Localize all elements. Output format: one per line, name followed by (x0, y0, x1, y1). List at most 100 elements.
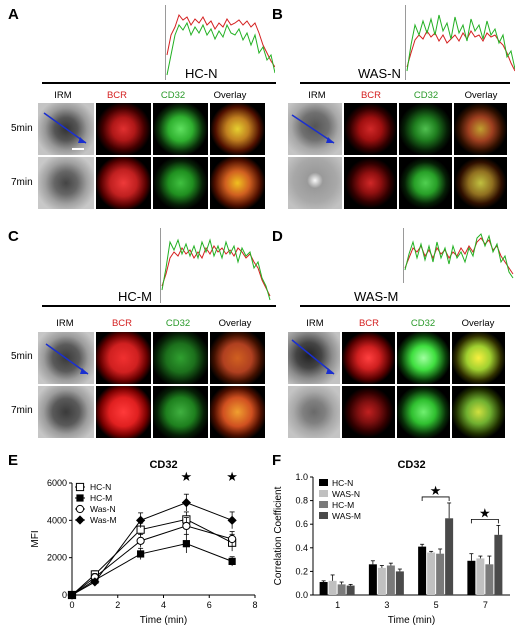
heading-rule (300, 305, 510, 307)
x-tick-label: 8 (252, 600, 257, 610)
bar-HC-M (337, 584, 346, 595)
bar-WAS-N (476, 558, 485, 595)
bar-HC-M (436, 553, 445, 595)
data-point (136, 536, 145, 545)
channel-header-bcr: BCR (111, 318, 133, 329)
bar-HC-M (485, 564, 494, 595)
heading-rule (42, 82, 276, 84)
chart-title: CD32 (397, 459, 425, 471)
channel-header-cd32: CD32 (160, 90, 186, 101)
data-point (227, 515, 237, 525)
heading-rule (300, 82, 510, 84)
profile-plot-c (160, 228, 271, 303)
channel-header-cd32: CD32 (410, 318, 436, 329)
data-point (137, 550, 145, 558)
bar-WAS-M (346, 585, 355, 595)
micrograph-bcr (96, 332, 151, 384)
data-point (182, 540, 190, 548)
data-point (228, 534, 237, 544)
micrograph-irm (38, 157, 94, 209)
legend-swatch (319, 512, 328, 519)
time-label-5min: 5min (11, 123, 33, 134)
micrograph-cd32 (153, 157, 208, 209)
data-point (75, 482, 85, 492)
data-point (182, 521, 191, 531)
series-HC-M (68, 533, 236, 599)
channel-header-irm: IRM (54, 90, 72, 101)
bar-chart-f: CD32 0.0 0.2 0.4 0.6 0.8 1.0 1 3 5 7 Time (min) Corr… (273, 459, 510, 626)
micrograph-irm (288, 386, 340, 438)
channel-header-overlay: Overlay (461, 318, 495, 329)
channel-header-cd32: CD32 (165, 318, 191, 329)
bcr-profile-line (406, 30, 515, 72)
significance-bracket (470, 518, 499, 524)
channel-header-irm: IRM (306, 318, 324, 329)
y-tick-label: 4000 (47, 515, 67, 525)
x-tick-label: 6 (207, 600, 212, 610)
line-chart-e: CD32 0 2 4 6 8 0 2000 4000 6000 Time (min) MFI HC-NH… (30, 459, 258, 626)
significance-star: ★ (479, 505, 491, 520)
micrograph-bcr (96, 386, 151, 438)
heading-rule (42, 305, 276, 307)
micrograph-cd32 (153, 332, 208, 384)
micrograph-bcr (344, 103, 397, 155)
y-tick-label: 1.0 (295, 472, 308, 482)
channel-header-overlay: Overlay (218, 318, 252, 329)
legend-label: WAS-M (332, 511, 361, 521)
micrograph-overlay (452, 386, 505, 438)
bcr-profile-line (166, 13, 275, 68)
legend-label: WAS-N (332, 489, 360, 499)
panel-letter-d: D (272, 228, 283, 245)
bar-WAS-N (427, 552, 436, 595)
series-line (71, 543, 233, 596)
micrograph-irm (38, 103, 94, 155)
legend-label: Was-N (90, 504, 116, 514)
channel-header-bcr: BCR (358, 318, 380, 329)
data-point (75, 504, 85, 514)
data-point (181, 498, 191, 508)
x-tick-label: 5 (434, 600, 439, 610)
profile-plot-d (403, 228, 514, 283)
micrograph-cd32 (397, 332, 450, 384)
micrograph-bcr (342, 386, 395, 438)
y-tick-label: 2000 (47, 553, 67, 563)
panel-letter-e: E (8, 452, 19, 469)
bcr-profile-line (161, 245, 271, 297)
data-point (228, 557, 236, 565)
micrograph-bcr (342, 332, 395, 384)
significance-star: ★ (430, 483, 442, 498)
panel-letter-b: B (272, 6, 283, 23)
bar-WAS-M (445, 518, 454, 595)
y-axis-label: MFI (30, 530, 41, 547)
y-tick-label: 0.8 (295, 496, 308, 506)
legend-label: HC-M (332, 500, 354, 510)
micrograph-cd32 (153, 103, 208, 155)
bar-HC-N (467, 560, 476, 595)
micrograph-irm (38, 386, 94, 438)
legend-swatch (319, 479, 328, 486)
panel-letter-c: C (8, 228, 19, 245)
bar-HC-M (386, 565, 395, 595)
time-label-7min: 7min (11, 177, 33, 188)
micrograph-bcr (96, 103, 151, 155)
micrograph-cd32 (399, 157, 452, 209)
profile-plot-b (405, 5, 515, 80)
micrograph-overlay (452, 332, 505, 384)
condition-label-c: HC-M (118, 289, 152, 304)
x-axis-label: Time (min) (140, 615, 187, 626)
x-tick-label: 3 (384, 600, 389, 610)
legend-swatch (319, 501, 328, 508)
significance-star: ★ (226, 469, 238, 484)
bar-HC-N (418, 546, 427, 595)
micrograph-irm (288, 157, 342, 209)
bar-WAS-M (395, 571, 404, 595)
y-tick-label: 0.0 (295, 590, 308, 600)
time-label-7min: 7min (11, 405, 33, 416)
panel-letter-f: F (272, 452, 282, 469)
micrograph-overlay (210, 157, 265, 209)
channel-header-bcr: BCR (106, 90, 128, 101)
data-point (76, 494, 84, 502)
profile-plot-a (165, 5, 275, 80)
data-point (67, 590, 77, 600)
x-tick-label: 0 (69, 600, 74, 610)
